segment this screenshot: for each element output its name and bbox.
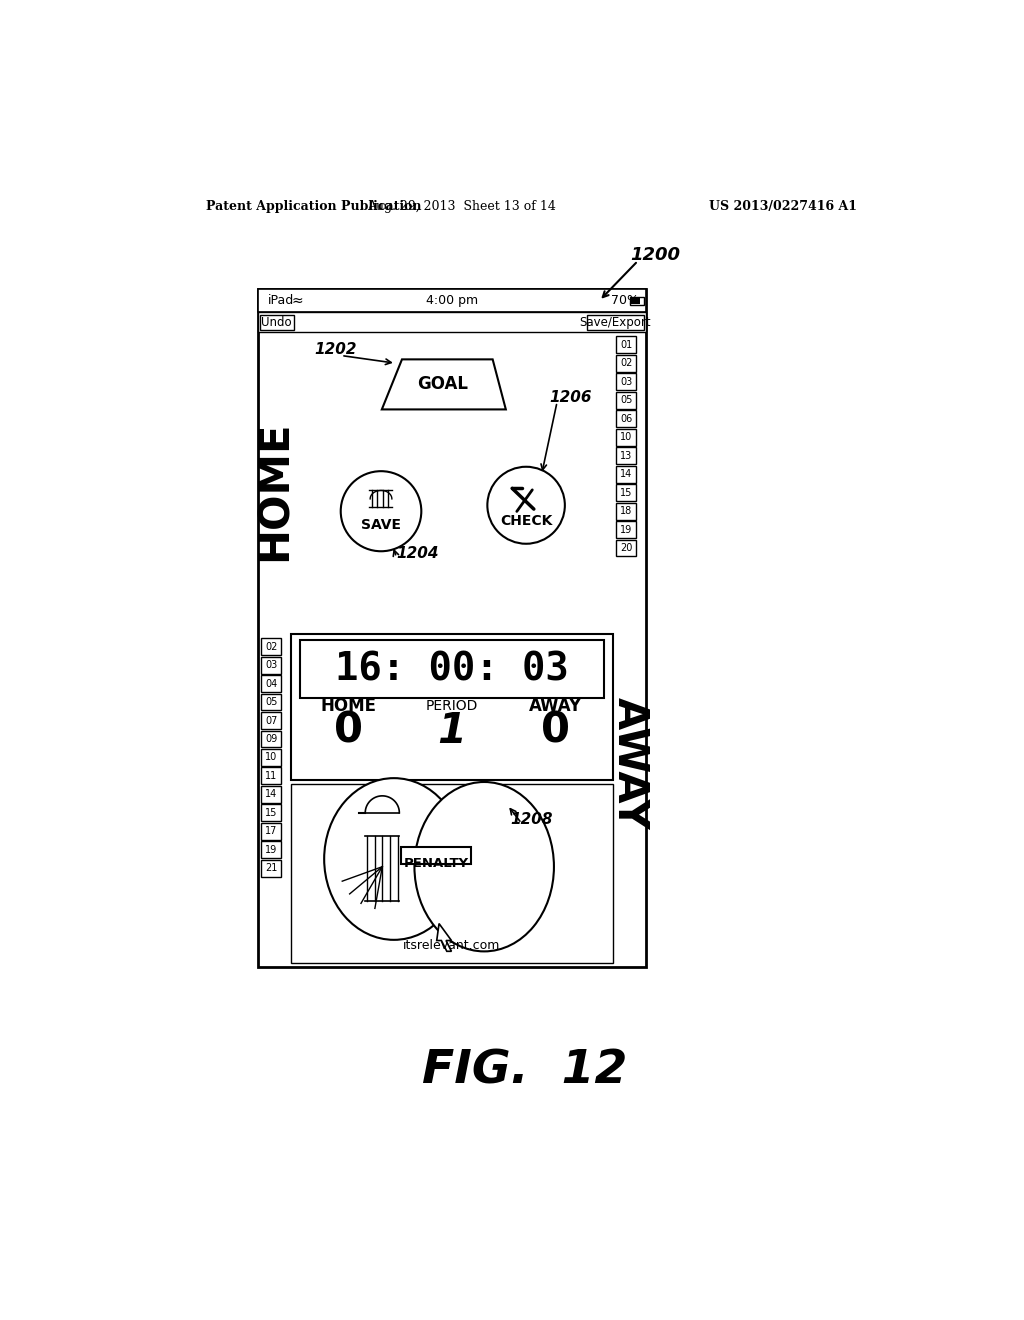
Text: 03: 03	[265, 660, 278, 671]
Bar	[616, 392, 636, 409]
Bar	[261, 638, 282, 655]
Text: iPad: iPad	[267, 294, 294, 308]
Text: US 2013/0227416 A1: US 2013/0227416 A1	[710, 199, 857, 213]
Text: 1202: 1202	[314, 342, 356, 356]
Bar	[260, 314, 294, 330]
Bar	[616, 484, 636, 502]
Text: 19: 19	[621, 524, 633, 535]
Text: 17: 17	[265, 826, 278, 837]
Text: HOME: HOME	[321, 697, 377, 715]
Text: 1204: 1204	[396, 546, 439, 561]
Bar	[261, 841, 282, 858]
Text: 02: 02	[265, 642, 278, 652]
Text: PERIOD: PERIOD	[426, 698, 478, 713]
Text: 11: 11	[265, 771, 278, 781]
Text: 20: 20	[621, 543, 633, 553]
Text: 1: 1	[437, 710, 467, 751]
Text: 07: 07	[265, 715, 278, 726]
Bar	[261, 675, 282, 692]
Text: AWAY: AWAY	[528, 697, 582, 715]
Bar	[261, 785, 282, 803]
Text: 19: 19	[265, 845, 278, 855]
Bar	[616, 466, 636, 483]
Bar	[587, 314, 644, 330]
Text: 04: 04	[265, 678, 278, 689]
Bar	[261, 711, 282, 729]
Text: 1200: 1200	[630, 246, 680, 264]
Bar	[300, 640, 604, 698]
Text: 16: 00: 03: 16: 00: 03	[335, 651, 568, 688]
Text: 05: 05	[621, 395, 633, 405]
Bar	[261, 656, 282, 673]
Text: 10: 10	[621, 432, 633, 442]
Text: 01: 01	[621, 339, 633, 350]
Bar	[616, 540, 636, 557]
Bar	[261, 693, 282, 710]
Bar	[261, 804, 282, 821]
Text: 13: 13	[621, 450, 633, 461]
Bar	[261, 767, 282, 784]
Bar	[258, 313, 646, 333]
Text: 02: 02	[621, 358, 633, 368]
Circle shape	[341, 471, 421, 552]
Text: 18: 18	[621, 506, 633, 516]
Text: 21: 21	[265, 863, 278, 874]
Bar	[616, 447, 636, 465]
Bar	[616, 503, 636, 520]
Text: 06: 06	[621, 413, 633, 424]
Polygon shape	[436, 924, 452, 952]
Text: AWAY: AWAY	[608, 697, 650, 830]
Text: CHECK: CHECK	[500, 513, 552, 528]
Bar	[631, 297, 640, 305]
Text: 10: 10	[265, 752, 278, 763]
Text: 09: 09	[265, 734, 278, 744]
Text: 0: 0	[334, 710, 364, 751]
Text: FIG.  12: FIG. 12	[422, 1048, 628, 1093]
Ellipse shape	[415, 781, 554, 952]
Text: 4:00 pm: 4:00 pm	[426, 294, 478, 308]
Text: 1208: 1208	[510, 812, 553, 828]
Bar	[630, 297, 644, 305]
Text: Undo: Undo	[261, 315, 292, 329]
Bar	[616, 411, 636, 428]
Text: 15: 15	[265, 808, 278, 818]
Text: 14: 14	[621, 469, 633, 479]
Bar	[616, 374, 636, 391]
Text: 70%: 70%	[611, 294, 639, 308]
Text: Patent Application Publication: Patent Application Publication	[206, 199, 421, 213]
Bar	[261, 748, 282, 766]
Bar	[258, 289, 646, 313]
Text: GOAL: GOAL	[417, 375, 468, 393]
Text: 15: 15	[621, 487, 633, 498]
Text: 05: 05	[265, 697, 278, 708]
Bar	[258, 289, 646, 966]
Text: HOME: HOME	[254, 421, 296, 561]
Text: 1206: 1206	[549, 391, 592, 405]
Text: Save/Export: Save/Export	[580, 315, 651, 329]
Text: PENALTY: PENALTY	[403, 857, 468, 870]
Polygon shape	[382, 359, 506, 409]
Ellipse shape	[325, 779, 464, 940]
Text: itsrelevant.com: itsrelevant.com	[403, 939, 501, 952]
Text: 03: 03	[621, 376, 633, 387]
Text: 0: 0	[541, 710, 569, 751]
Bar	[291, 635, 613, 780]
Circle shape	[487, 467, 565, 544]
Text: 14: 14	[265, 789, 278, 800]
Bar	[616, 355, 636, 372]
Text: SAVE: SAVE	[361, 517, 401, 532]
Bar	[261, 730, 282, 747]
Bar	[261, 822, 282, 840]
Bar	[291, 784, 613, 964]
Bar	[616, 521, 636, 539]
Bar	[261, 859, 282, 876]
Bar	[616, 337, 636, 354]
Text: ≈: ≈	[291, 294, 303, 308]
Bar	[616, 429, 636, 446]
Text: Aug. 29, 2013  Sheet 13 of 14: Aug. 29, 2013 Sheet 13 of 14	[367, 199, 556, 213]
Bar	[401, 846, 471, 863]
